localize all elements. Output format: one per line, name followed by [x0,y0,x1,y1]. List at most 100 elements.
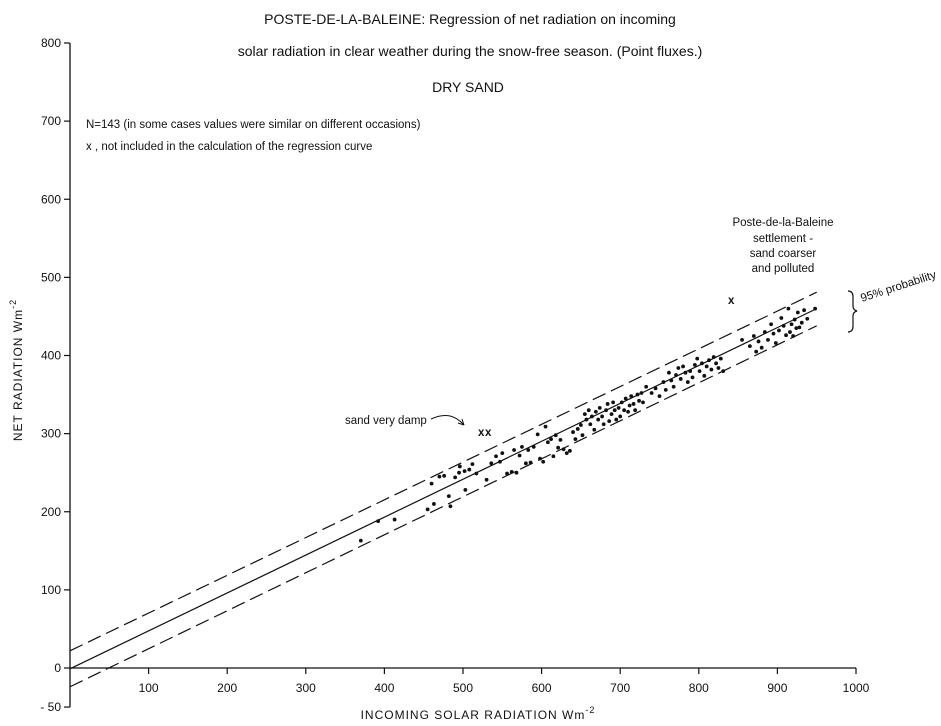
settlement-label-1: Poste-de-la-Baleine [732,217,833,229]
x-tick-label-2: 300 [296,681,316,695]
data-point-62 [604,408,608,413]
data-point-89 [667,370,671,375]
data-point-107 [709,367,714,372]
y-tick-label-6: 200 [41,505,61,519]
chart-title-line-2: solar radiation in clear weather during … [238,43,703,59]
data-point-119 [762,330,767,334]
data-point-18 [484,477,489,482]
data-point-52 [584,417,589,422]
data-point-53 [586,408,591,413]
damp-sand-arrowhead [457,418,465,426]
data-point-12 [457,464,462,469]
data-point-114 [747,344,752,349]
data-point-56 [592,427,597,432]
data-point-50 [580,433,585,438]
y-tick-label-9: - 50 [40,700,61,714]
data-point-11 [457,470,461,475]
settlement-label-4: and polluted [752,263,815,275]
data-point-41 [556,445,561,450]
data-point-125 [779,316,784,320]
data-point-48 [575,427,580,431]
settlement-annotation: Poste-de-la-Baleine settlement - sand co… [728,217,834,307]
x-axis-label: INCOMING SOLAR RADIATION Wm-2 [361,705,596,722]
y-tick-label-1: 700 [41,114,61,128]
data-point-14 [463,487,468,492]
data-point-135 [797,325,802,330]
data-point-138 [805,316,810,321]
data-point-19 [489,461,494,466]
data-point-124 [777,328,781,333]
data-point-30 [526,448,531,452]
data-point-91 [671,384,676,389]
chart-subtitle: DRY SAND [432,79,504,95]
data-point-24 [509,470,514,474]
data-point-21 [498,459,502,464]
data-point-118 [759,345,764,350]
data-point-96 [683,370,688,375]
data-point-8 [446,494,451,499]
data-point-111 [718,356,723,361]
data-point-44 [564,451,569,456]
data-point-65 [609,412,614,416]
data-point-59 [597,405,602,410]
y-axis-ticks: 800 700 600 500 400 300 200 100 0 - 50 [40,36,70,714]
data-point-49 [579,423,583,427]
upper-confidence-line [69,291,817,652]
data-point-88 [663,387,668,392]
data-point-83 [644,384,649,389]
damp-sand-arrow [430,414,465,426]
data-point-139 [813,306,818,311]
data-point-72 [622,408,627,413]
data-point-45 [567,448,572,453]
data-point-38 [549,437,553,441]
data-point-71 [619,400,624,405]
lower-confidence-line [69,325,817,688]
data-point-43 [561,447,566,452]
data-point-9 [448,504,453,509]
damp-sand-label: sand very damp [345,415,427,427]
data-point-131 [791,334,796,338]
data-point-105 [704,364,709,369]
y-tick-label-5: 300 [41,427,61,441]
data-point-35 [541,459,546,464]
data-point-87 [661,380,666,384]
data-point-73 [623,396,628,401]
data-point-61 [601,422,606,427]
x-tick-label-5: 600 [532,681,552,695]
data-point-130 [789,322,794,327]
data-point-31 [528,460,533,465]
data-point-132 [792,317,797,322]
y-axis-label: NET RADIATION Wm-2 [8,299,25,441]
data-point-57 [593,409,598,414]
data-point-117 [756,339,761,344]
data-point-29 [523,461,528,466]
damp-sand-annotation: sand very damp x x [345,414,492,439]
data-point-123 [773,341,778,345]
data-point-108 [711,355,716,359]
data-point-81 [639,391,644,395]
data-point-51 [582,412,587,416]
data-point-69 [616,405,621,410]
data-point-20 [494,454,498,459]
probability-bracket: 95% probability [847,269,938,333]
data-point-74 [626,409,630,414]
data-point-127 [784,333,788,338]
regression-lines [69,291,817,688]
data-point-115 [751,334,756,338]
probability-brace [847,290,858,333]
data-point-3 [425,507,430,512]
y-tick-label-2: 600 [41,192,61,206]
data-point-13 [462,469,467,474]
data-point-22 [500,451,505,456]
data-point-68 [614,417,619,422]
data-point-17 [474,471,479,476]
data-point-64 [607,419,612,424]
excluded-point-note: x , not included in the calculation of t… [86,141,372,153]
data-point-136 [799,320,804,325]
y-tick-label-4: 400 [41,349,61,363]
data-point-34 [538,456,542,461]
data-point-85 [653,386,658,391]
data-point-54 [588,422,593,427]
x-axis-ticks: 100 200 300 400 500 600 700 800 900 1000 [139,668,870,695]
data-point-26 [514,470,519,475]
